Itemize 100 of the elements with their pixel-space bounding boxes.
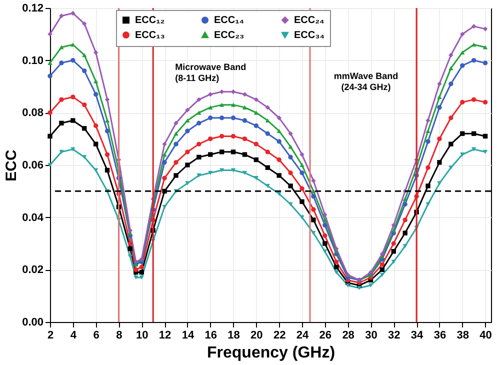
point [93, 123, 98, 128]
point [265, 105, 270, 110]
point [104, 128, 110, 134]
point [104, 97, 110, 102]
point [242, 136, 248, 142]
point [174, 173, 178, 178]
point [174, 120, 178, 126]
point [185, 118, 190, 123]
point [139, 264, 144, 270]
x-tick-label: 36 [434, 330, 446, 342]
point [322, 241, 328, 246]
point [482, 100, 488, 105]
point [185, 162, 190, 168]
point [219, 102, 224, 107]
point [254, 157, 259, 162]
point [230, 116, 236, 120]
x-tick-label: 40 [480, 330, 492, 342]
point [288, 131, 293, 136]
point [460, 50, 465, 55]
x-tick-label: 6 [93, 330, 100, 342]
point [265, 150, 270, 154]
point [134, 267, 138, 272]
point [93, 92, 98, 97]
legend-label: ECC₂₃ [214, 30, 245, 41]
y-tick-label: 0.10 [22, 54, 44, 67]
point [230, 134, 236, 139]
point [254, 176, 259, 180]
point [426, 202, 430, 206]
point [174, 132, 178, 136]
point [185, 108, 190, 112]
point [48, 134, 52, 139]
point [93, 50, 98, 55]
point [93, 142, 98, 146]
point [300, 162, 304, 168]
point [482, 26, 488, 32]
point [265, 184, 270, 188]
point [230, 102, 236, 107]
point [300, 199, 304, 204]
point [208, 136, 213, 142]
point [380, 252, 385, 256]
point [334, 264, 339, 270]
point [48, 110, 52, 116]
point [185, 128, 190, 134]
point [380, 272, 385, 277]
point [208, 105, 213, 110]
point [128, 228, 133, 233]
y-tick-label: 0.06 [22, 160, 44, 172]
x-tick-label: 4 [70, 330, 78, 342]
point [460, 63, 465, 68]
point [134, 259, 138, 264]
point [104, 168, 110, 173]
point [448, 52, 454, 58]
point [48, 32, 52, 37]
point [208, 116, 213, 120]
point [426, 165, 430, 170]
point [402, 218, 408, 222]
point [276, 116, 282, 120]
y-tick-label: 0.00 [22, 316, 44, 328]
point [242, 118, 248, 123]
point [471, 58, 476, 63]
point [448, 166, 454, 170]
point [82, 155, 87, 160]
point [59, 14, 64, 18]
legend-label: ECC₁₄ [214, 15, 244, 26]
point [437, 105, 442, 110]
point [322, 212, 328, 218]
point [242, 170, 248, 175]
point [311, 178, 316, 184]
point [162, 142, 167, 146]
point [70, 10, 76, 16]
point [460, 152, 465, 157]
point [219, 116, 224, 120]
point [482, 45, 488, 50]
point [460, 100, 465, 105]
point [48, 60, 52, 65]
point [230, 150, 236, 154]
x-tick-label: 32 [388, 330, 400, 342]
point [196, 154, 202, 160]
point [104, 152, 110, 157]
point [174, 142, 178, 146]
point [93, 168, 98, 172]
x-tick-label: 38 [456, 330, 469, 342]
point [59, 97, 64, 102]
point [471, 131, 476, 136]
x-tick-label: 16 [204, 330, 217, 342]
point [311, 231, 316, 236]
point [402, 202, 408, 207]
point [242, 92, 248, 97]
point [288, 154, 293, 160]
y-axis-title: ECC [3, 150, 20, 182]
point [276, 128, 282, 134]
point [437, 82, 442, 86]
point [208, 152, 213, 157]
point [82, 21, 87, 26]
point [219, 150, 224, 154]
point [482, 134, 488, 139]
point [162, 152, 167, 157]
legend-label: ECC₂₄ [294, 15, 325, 26]
point [139, 270, 144, 275]
x-tick-label: 24 [296, 330, 310, 342]
